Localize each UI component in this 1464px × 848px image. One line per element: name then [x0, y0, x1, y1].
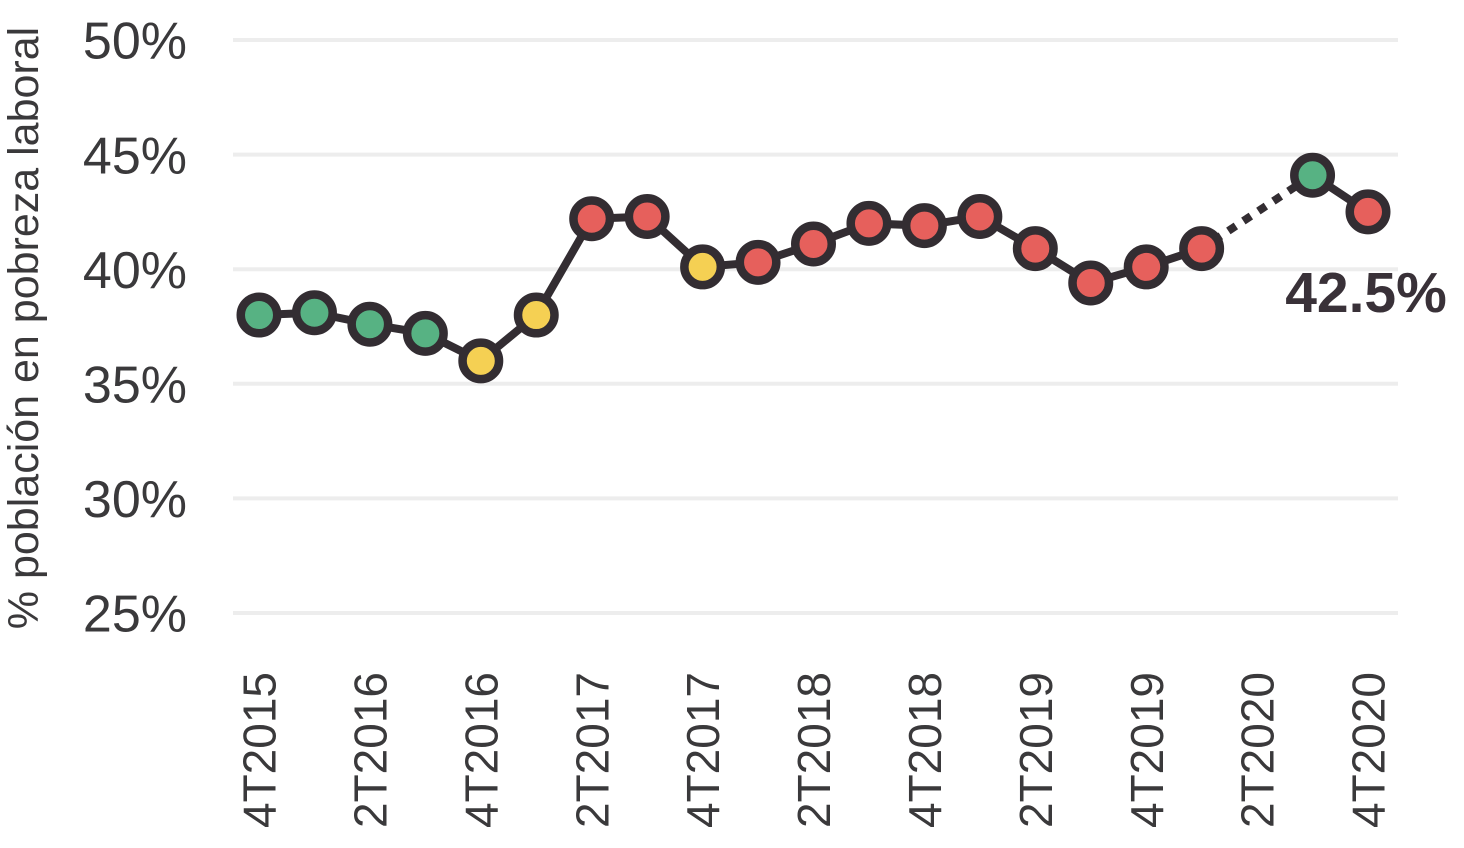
- data-point-3T2019: [1068, 260, 1114, 306]
- x-tick-label: 4T2017: [677, 672, 729, 828]
- x-tick-label: 2T2020: [1232, 672, 1284, 828]
- data-point-2T2018: [791, 221, 836, 267]
- y-tick-label: 25%: [83, 586, 187, 644]
- x-tick-label: 4T2016: [455, 672, 507, 828]
- data-point-3T2017: [624, 193, 670, 239]
- x-axis-tick-labels: 4T2015 2T2016 4T2016 2T2017 4T2017 2T2018 4T20…: [234, 672, 1395, 828]
- data-point-4T2016: [458, 338, 504, 384]
- x-tick-label: 2T2019: [1010, 672, 1062, 828]
- data-point-2T2019: [1012, 226, 1058, 272]
- y-axis-tick-labels: 50% 45% 40% 35% 30% 25%: [83, 13, 187, 644]
- data-point-2T2016: [347, 301, 393, 347]
- data-point-1T2016: [291, 290, 337, 336]
- y-tick-label: 50%: [83, 13, 187, 71]
- gridlines: [233, 38, 1398, 615]
- data-point-markers: [236, 152, 1391, 384]
- y-tick-label: 40%: [83, 242, 187, 300]
- data-point-4T2018: [901, 203, 947, 249]
- data-point-2T2017: [569, 196, 615, 242]
- y-tick-label: 35%: [83, 357, 187, 415]
- data-point-1T2017: [513, 292, 559, 338]
- data-point-4T2020: [1345, 189, 1391, 235]
- data-point-1T2020: [1179, 226, 1225, 272]
- y-tick-label: 30%: [83, 471, 187, 529]
- x-tick-label: 2T2017: [566, 672, 618, 828]
- data-point-4T2019: [1123, 244, 1169, 290]
- x-tick-label: 4T2019: [1121, 672, 1173, 828]
- x-tick-label: 2T2016: [344, 672, 396, 828]
- x-tick-label: 4T2020: [1343, 672, 1395, 828]
- x-tick-label: 4T2018: [899, 672, 951, 828]
- y-tick-label: 45%: [83, 127, 187, 185]
- data-point-3T2016: [402, 310, 448, 356]
- y-axis-title: % población en pobreza laboral: [0, 27, 48, 629]
- x-tick-label: 2T2018: [788, 672, 840, 828]
- x-tick-label: 4T2015: [234, 672, 286, 828]
- data-point-3T2018: [846, 200, 892, 246]
- data-point-1T2018: [735, 239, 781, 285]
- last-value-annotation: 42.5%: [1285, 261, 1447, 325]
- data-point-4T2015: [236, 292, 282, 338]
- data-point-1T2019: [957, 193, 1003, 239]
- data-point-4T2017: [680, 244, 726, 290]
- data-point-3T2020: [1290, 152, 1336, 198]
